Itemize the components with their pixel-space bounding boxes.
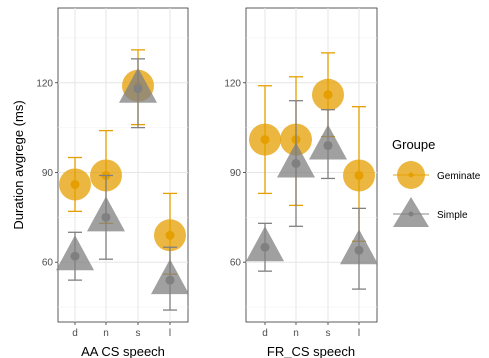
simple-point-d (246, 222, 284, 272)
geminate-mean-dot (165, 230, 175, 240)
panel-fr-marks (246, 52, 378, 290)
x-tick-label-l: l (169, 328, 171, 339)
legend-label-simple: Simple (437, 210, 468, 221)
panel-aa-marks (56, 49, 189, 311)
geminate-mean-dot (260, 135, 270, 145)
simple-mean-dot (323, 141, 333, 151)
simple-mean-dot (291, 159, 301, 169)
simple-point-l (340, 207, 378, 290)
panel-fr: d n s l 60 90 120 FR_CS speech (224, 7, 378, 358)
simple-mean-dot (70, 251, 80, 261)
panel-fr-y-ticks: 60 90 120 (224, 78, 246, 269)
simple-point-l (151, 246, 189, 311)
y-tick-label: 90 (230, 168, 242, 179)
simple-mean-dot (133, 84, 143, 94)
x-tick-label-d: d (72, 328, 78, 339)
x-tick-label-d: d (262, 328, 268, 339)
simple-mean-dot (354, 245, 364, 255)
simple-mean-dot (101, 212, 111, 222)
panel-aa: d n s l 60 90 120 AA CS speech (36, 7, 189, 358)
geminate-point-l (343, 106, 375, 242)
simple-point-s (309, 109, 347, 180)
geminate-mean-dot (70, 179, 80, 189)
geminate-point-d (249, 85, 281, 195)
y-tick-label: 90 (42, 168, 54, 179)
geminate-mean-dot (354, 170, 364, 180)
geminate-point-d (59, 156, 91, 213)
simple-point-n (87, 174, 125, 260)
panel-fr-x-axis-title: FR_CS speech (267, 344, 355, 358)
legend-key-geminate (393, 161, 429, 189)
legend-key-simple (393, 197, 429, 227)
geminate-mean-dot (323, 90, 333, 100)
panel-aa-x-axis-title: AA CS speech (81, 344, 165, 358)
legend: Groupe Geminate Simple (392, 137, 481, 227)
simple-mean-dot (165, 275, 175, 285)
geminate-point-l (154, 192, 186, 275)
simple-mean-dot (260, 242, 270, 252)
y-tick-label: 60 (230, 258, 242, 269)
y-tick-label: 60 (42, 258, 54, 269)
panel-aa-y-ticks: 60 90 120 (36, 78, 58, 269)
simple-point-s (119, 58, 157, 129)
simple-point-d (56, 231, 94, 281)
y-tick-label: 120 (36, 78, 53, 89)
x-tick-label-n: n (103, 328, 109, 339)
legend-label-geminate: Geminate (437, 171, 481, 182)
x-tick-label-s: s (326, 328, 331, 339)
y-axis-title: Duration avgrege (ms) (11, 100, 26, 229)
x-tick-label-l: l (358, 328, 360, 339)
legend-title: Groupe (392, 137, 435, 152)
y-tick-label: 120 (224, 78, 241, 89)
x-tick-label-n: n (293, 328, 299, 339)
x-tick-label-s: s (136, 328, 141, 339)
simple-point-n (277, 100, 315, 227)
